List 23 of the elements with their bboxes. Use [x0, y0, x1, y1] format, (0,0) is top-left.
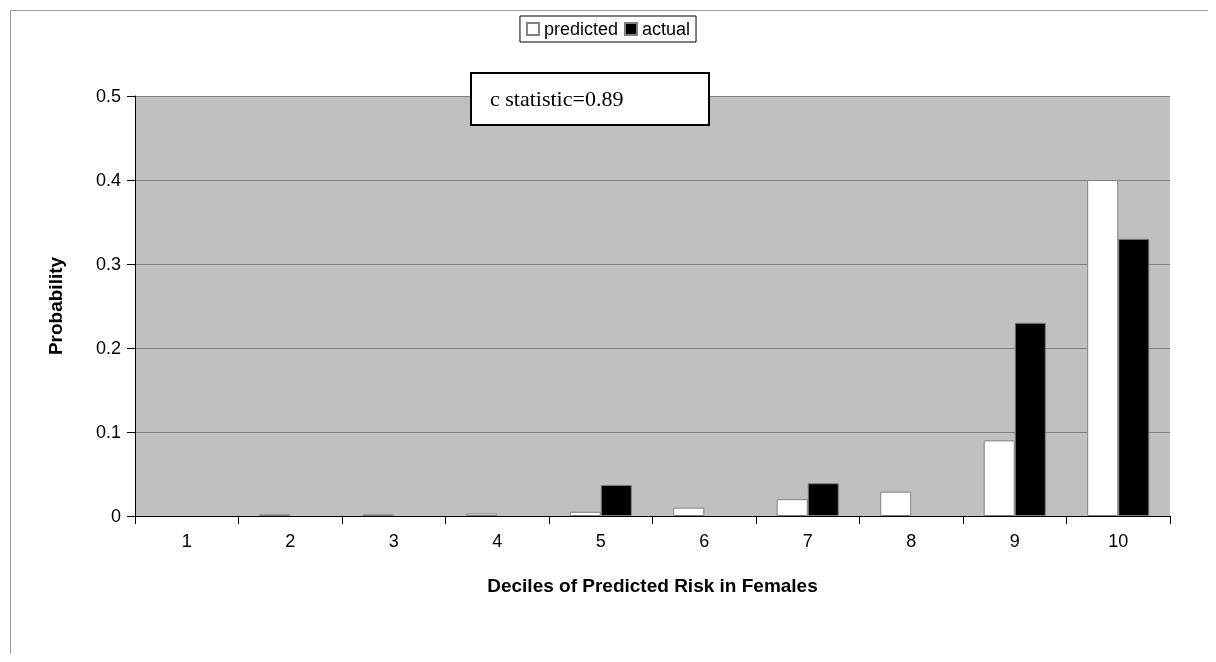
bar	[673, 507, 705, 516]
note-box: c statistic=0.89	[470, 72, 710, 126]
x-tick-label: 10	[1108, 531, 1129, 551]
y-axis-title: Probability	[45, 256, 66, 356]
x-tick-label: 6	[699, 531, 710, 551]
y-tick-label: 0.3	[95, 254, 121, 274]
x-tick-label: 1	[181, 531, 192, 551]
y-tick-label: 0.4	[95, 170, 121, 190]
y-tick-label: 0.5	[95, 86, 121, 106]
x-tick-label: 8	[906, 531, 917, 551]
x-tick-label: 9	[1009, 531, 1020, 551]
x-tick-label: 4	[492, 531, 503, 551]
bar	[880, 491, 912, 516]
legend-label: predicted	[543, 19, 619, 39]
x-axis-title: Deciles of Predicted Risk in Females	[487, 575, 818, 596]
x-tick-label: 2	[285, 531, 296, 551]
legend-label: actual	[642, 19, 691, 39]
x-tick-label: 3	[388, 531, 399, 551]
x-tick-label: 5	[595, 531, 606, 551]
y-tick-label: 0	[110, 506, 121, 526]
y-tick-label: 0.2	[95, 338, 121, 358]
x-tick-label: 7	[802, 531, 813, 551]
y-tick-label: 0.1	[95, 422, 121, 442]
